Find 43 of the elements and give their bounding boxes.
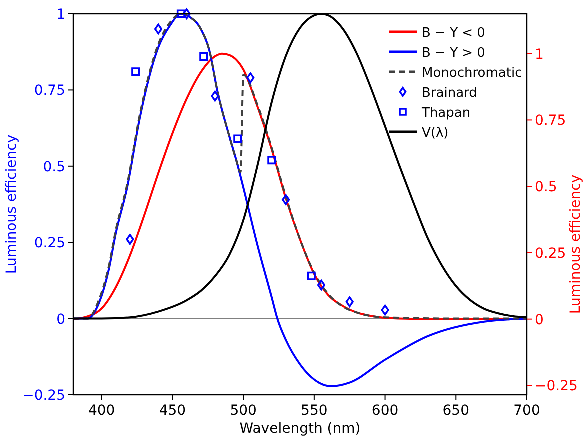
x-tick-label: 450 [159, 403, 186, 419]
point [126, 234, 134, 245]
y2-tick-label: 1 [535, 46, 544, 63]
y2-axis-title: Luminous efficiency [568, 174, 584, 314]
point [346, 296, 354, 308]
point [211, 90, 220, 102]
point [307, 272, 316, 280]
x-tick-label: 550 [301, 403, 328, 419]
legend-label: Brainard [422, 86, 478, 101]
legend-label: Monochromatic [422, 66, 522, 81]
x-axis-title: Wavelength (nm) [240, 421, 361, 437]
y2-tick-label: 0.75 [535, 113, 566, 130]
y2-tick-label: 0.5 [535, 180, 558, 196]
y2-tick-label: 0 [535, 312, 544, 328]
legend-label: B − Y > 0 [422, 46, 486, 61]
legend-label: B − Y < 0 [422, 26, 486, 41]
y-tick-label: −0.25 [22, 388, 66, 404]
x-tick-label: 650 [442, 403, 470, 419]
point [176, 10, 186, 18]
legend-label: V(λ) [422, 126, 449, 141]
point [154, 24, 163, 35]
point [268, 156, 276, 165]
x-tick-label: 500 [230, 403, 257, 419]
y-tick-label: 0.5 [43, 159, 66, 176]
y2-tick-label: −0.25 [535, 378, 578, 395]
y-tick-label: 0.25 [34, 236, 66, 252]
x-tick-label: 600 [372, 403, 399, 419]
y-tick-label: 0 [56, 312, 66, 328]
point [381, 304, 390, 316]
point [234, 134, 242, 144]
legend-label: Thapan [421, 106, 471, 121]
point [317, 280, 326, 291]
point [200, 52, 208, 61]
point [182, 8, 191, 20]
y-axis-title: Luminous efficiency [4, 134, 20, 274]
y2-tick-label: 0.25 [535, 246, 566, 262]
x-tick-label: 700 [514, 403, 540, 419]
y-tick-label: 1 [56, 7, 66, 23]
y-tick-label: 0.75 [34, 83, 66, 100]
point [132, 68, 140, 76]
point [246, 72, 255, 84]
point [282, 194, 290, 206]
x-tick-label: 400 [88, 403, 116, 419]
